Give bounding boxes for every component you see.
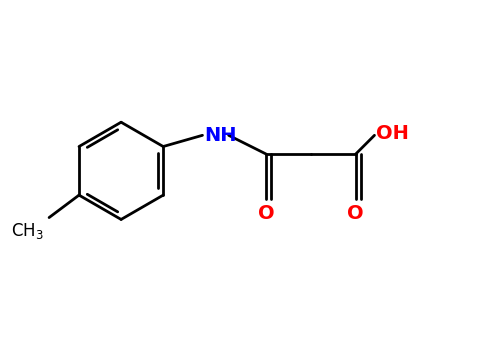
Text: O: O — [257, 205, 274, 224]
Text: NH: NH — [204, 126, 236, 145]
Text: O: O — [347, 205, 364, 224]
Text: OH: OH — [376, 124, 408, 143]
Text: CH$_3$: CH$_3$ — [11, 221, 43, 241]
